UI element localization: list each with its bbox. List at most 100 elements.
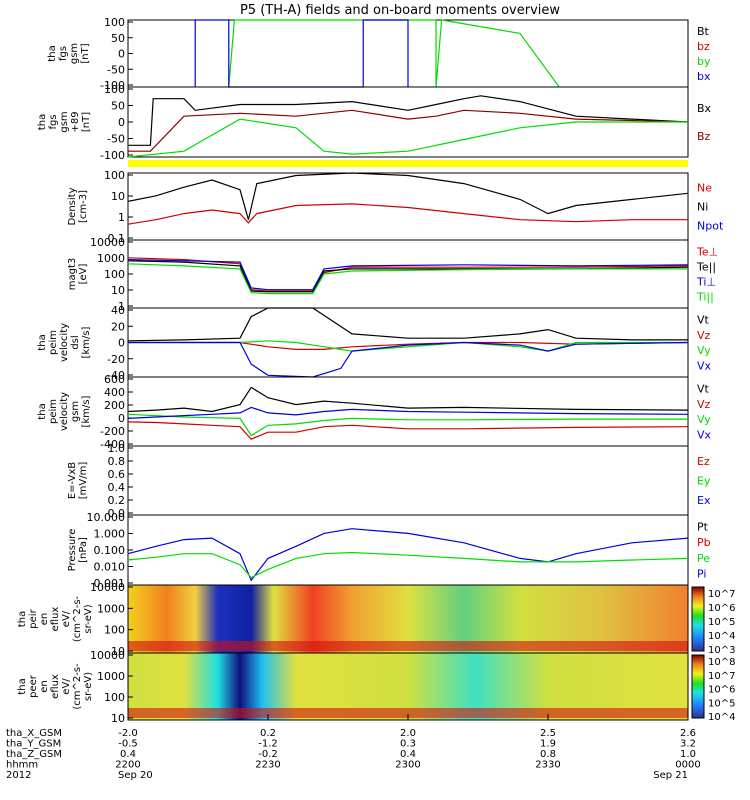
series-Vz [127, 421, 689, 440]
legend-Ex: Ex [697, 494, 711, 507]
axis-row-label: hhmm [6, 760, 38, 771]
y-tick-label: 100 [104, 624, 125, 637]
y-tick-label: 1000 [97, 252, 125, 265]
colorbar-label: 10^7 [708, 589, 735, 600]
y-tick-label: 0.6 [108, 468, 126, 481]
series-Te|| [127, 260, 689, 293]
y-label-line: velocity [59, 392, 70, 431]
y-tick-label: 0.010 [94, 561, 126, 574]
plot-title: P5 (TH-A) fields and on-board moments ov… [240, 3, 560, 18]
y-tick-label: 10 [111, 645, 125, 658]
y-label-line: velocity [59, 323, 70, 362]
y-label-line: eflux [50, 674, 61, 699]
y-tick-label: 0.4 [108, 481, 126, 494]
legend-Vt: Vt [697, 383, 710, 396]
y-tick-label: 100 [104, 691, 125, 704]
x-tick-label: 2.6 [680, 728, 696, 739]
panel-velocity_dsl: 40 20 0 -20 -40 thapeimvelocitydsl[km/s] Vt Vz V… [37, 304, 712, 382]
y-label-line: (cm^2-s- [72, 663, 83, 710]
y-label-line: peim [48, 399, 59, 424]
x-tick-label: 0000 [675, 760, 700, 771]
y-label-line: [nT] [81, 112, 92, 132]
y-tick-label: 0 [118, 337, 125, 350]
y-label-line: magt3 [67, 258, 78, 291]
y-tick-label: 100 [104, 83, 125, 96]
series-Vx [128, 341, 689, 378]
y-tick-label: 50 [111, 100, 125, 113]
legend-Ey: Ey [697, 475, 711, 488]
panels-group: 100500-50-100thafgsgsm[nT]Btbzbybx100500… [17, 16, 735, 725]
panel-efield: 1.00.80.60.40.20.0 E=-VxB[mV/m] Ez Ey Ex [67, 442, 711, 520]
colorbar-label: 10^7 [708, 671, 735, 682]
legend-Ez: Ez [697, 455, 710, 468]
y-label-line: tha [37, 334, 48, 350]
x-tick-label: 0.3 [400, 739, 416, 750]
legend-Vt: Vt [697, 314, 710, 327]
series-Ti|| [127, 263, 688, 295]
colorbar-label: 10^4 [708, 631, 735, 642]
series-Pi [127, 528, 689, 582]
y-tick-label: 0.2 [108, 494, 126, 507]
y-tick-label: 0 [118, 412, 125, 425]
series-bx [194, 19, 409, 88]
x-tick-label: 2.5 [540, 728, 556, 739]
y-label-line: eV/ [61, 610, 72, 627]
legend-Pi: Pi [697, 567, 706, 580]
y-axis-label: thapeimvelocitygsm[km/s] [37, 392, 92, 431]
y-label-line: sr-eV) [83, 604, 94, 633]
x-tick-label: -0.2 [258, 749, 278, 760]
y-tick-label: -50 [107, 133, 125, 146]
y-tick-label: 400 [104, 386, 125, 399]
y-label-line: Pressure [67, 529, 78, 572]
x-tick-label: 2200 [115, 760, 140, 771]
y-tick-label: 0.1 [108, 232, 126, 245]
y-tick-label: 0.001 [94, 577, 126, 590]
series-Vy [127, 413, 688, 437]
series-Bt [128, 95, 689, 146]
y-label-line: eflux [50, 607, 61, 632]
y-label-line: [cm-3] [78, 190, 89, 223]
x-tick-label: Sep 20 [118, 770, 153, 781]
panel-fgs: 100 50 0 -50 -100 thafgsgsm[nT] Bt bz by bx [47, 16, 711, 92]
y-label-line: [km/s] [81, 395, 92, 427]
y-tick-label: -20 [107, 353, 125, 366]
y-tick-label: 40 [111, 304, 125, 317]
y-tick-label: 200 [104, 399, 125, 412]
y-label-line: Density [67, 187, 78, 225]
axis-row-label: 2012 [6, 770, 31, 781]
legend-Pb: Pb [697, 536, 711, 549]
legend-Te⊥: Te⊥ [696, 245, 718, 258]
legend-Bt: Bt [697, 25, 710, 38]
y-label-line: fgs [58, 46, 69, 61]
legend-Pe: Pe [697, 552, 710, 565]
y-axis-label: magt3[eV] [67, 258, 89, 291]
series-Pe [127, 551, 689, 579]
legend-Ne: Ne [697, 181, 712, 194]
panel-ion_spec: 10^7 10^6 10^5 10^4 10^3 10000 1000 100 10 thapei… [17, 581, 735, 658]
y-axis-label: thafgsgsm[nT] [47, 43, 91, 64]
y-label-line: +89 [70, 111, 81, 132]
y-tick-label: 10 [111, 190, 125, 203]
y-label-line: fgs [48, 114, 59, 129]
panel-temp: 10000 1000 100 10 1 magt3[eV] Te⊥ Te|| Ti⊥ Ti|| [67, 236, 718, 313]
x-tick-label: 0.2 [260, 728, 276, 739]
colorbar-ele_spec [691, 654, 705, 719]
panel-frame [127, 514, 689, 586]
y-tick-label: 10 [111, 712, 125, 725]
y-label-line: sr-eV) [83, 672, 94, 701]
panel-fgs_scaled: 100 50 0 -50 -100 thafgsgsm+89[nT] Bx Bz [37, 83, 712, 162]
y-tick-label: 1000 [97, 602, 125, 615]
colorbar-label: 10^5 [708, 698, 735, 709]
legend-Vz: Vz [697, 398, 711, 411]
x-tick-label: 2.0 [400, 728, 416, 739]
series-Ti⊥ [127, 259, 689, 291]
y-label-line: tha [37, 403, 48, 419]
y-axis-label: thapeimvelocitydsl[km/s] [37, 323, 92, 362]
y-axis-label: thapeirenefluxeV/(cm^2-s-sr-eV) [17, 595, 94, 642]
series-by [228, 19, 560, 88]
y-tick-label: 600 [104, 373, 125, 386]
colorbar-label: 10^5 [708, 617, 735, 628]
y-axis-label: E=-VxB[mV/m] [67, 462, 89, 500]
y-tick-label: -40 [107, 369, 125, 382]
